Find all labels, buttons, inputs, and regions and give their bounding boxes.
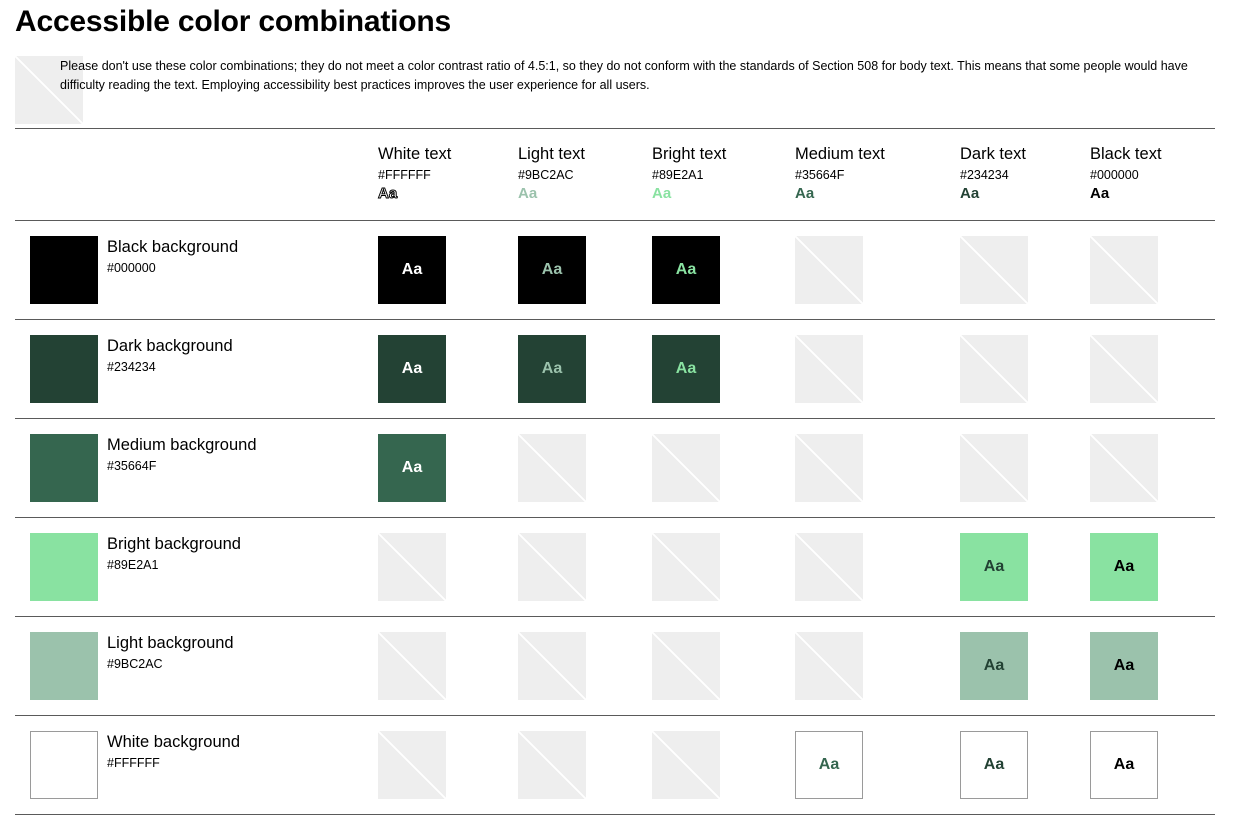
column-header-name: Bright text bbox=[652, 145, 727, 163]
combination-sample: Aa bbox=[795, 731, 863, 799]
column-header-hex: #9BC2AC bbox=[518, 168, 574, 182]
not-accessible-cell bbox=[518, 731, 586, 799]
row-name: Light background bbox=[107, 634, 234, 652]
column-header-sample-text: Aa bbox=[518, 185, 538, 202]
row-hex: #89E2A1 bbox=[107, 558, 159, 572]
column-header-name: Light text bbox=[518, 145, 585, 163]
combination-sample: Aa bbox=[960, 731, 1028, 799]
row-hex: #35664F bbox=[107, 459, 157, 473]
combination-sample: Aa bbox=[518, 335, 586, 403]
column-header-sample-text: Aa bbox=[1090, 185, 1110, 202]
not-accessible-cell bbox=[960, 236, 1028, 304]
combination-sample: Aa bbox=[378, 434, 446, 502]
column-header-black-text: Black text #000000 Aa bbox=[1090, 144, 1162, 203]
column-header-light-text: Light text #9BC2AC Aa bbox=[518, 144, 585, 203]
combination-sample: Aa bbox=[652, 236, 720, 304]
combination-sample: Aa bbox=[518, 236, 586, 304]
not-accessible-cell bbox=[378, 533, 446, 601]
combination-sample: Aa bbox=[960, 632, 1028, 700]
row-divider bbox=[15, 616, 1215, 617]
column-header-sample-text: Aa bbox=[377, 185, 398, 203]
row-divider bbox=[15, 418, 1215, 419]
not-accessible-cell bbox=[652, 533, 720, 601]
background-swatch bbox=[30, 632, 98, 700]
column-header-name: Dark text bbox=[960, 145, 1027, 163]
row-name: Dark background bbox=[107, 337, 233, 355]
column-header-sample-text: Aa bbox=[652, 185, 672, 202]
column-header-hex: #FFFFFF bbox=[378, 168, 431, 182]
row-hex: #9BC2AC bbox=[107, 657, 163, 671]
not-accessible-cell bbox=[795, 632, 863, 700]
not-accessible-cell bbox=[378, 731, 446, 799]
background-swatch bbox=[30, 335, 98, 403]
not-accessible-legend-swatch bbox=[15, 56, 83, 124]
row-divider bbox=[15, 814, 1215, 815]
table-top-divider bbox=[15, 128, 1215, 129]
page-title: Accessible color combinations bbox=[15, 5, 451, 38]
column-header-medium-text: Medium text #35664F Aa bbox=[795, 144, 885, 203]
row-divider bbox=[15, 715, 1215, 716]
background-swatch bbox=[30, 731, 98, 799]
column-header-sample-text: Aa bbox=[960, 185, 980, 202]
row-divider bbox=[15, 319, 1215, 320]
not-accessible-cell bbox=[378, 632, 446, 700]
combination-sample: Aa bbox=[378, 236, 446, 304]
row-name: Medium background bbox=[107, 436, 257, 454]
column-header-hex: #35664F bbox=[795, 168, 845, 182]
column-header-white-text: White text #FFFFFF Aa bbox=[377, 144, 452, 203]
combination-sample: Aa bbox=[1090, 632, 1158, 700]
row-hex: #000000 bbox=[107, 261, 156, 275]
row-name: Bright background bbox=[107, 535, 241, 553]
column-header-hex: #89E2A1 bbox=[652, 168, 704, 182]
combination-sample: Aa bbox=[378, 335, 446, 403]
background-swatch bbox=[30, 533, 98, 601]
column-header-sample-text: Aa bbox=[795, 185, 815, 202]
column-header-dark-text: Dark text #234234 Aa bbox=[960, 144, 1026, 203]
row-hex: #FFFFFF bbox=[107, 756, 160, 770]
not-accessible-cell bbox=[1090, 335, 1158, 403]
not-accessible-cell bbox=[960, 434, 1028, 502]
not-accessible-cell bbox=[795, 236, 863, 304]
row-name: Black background bbox=[107, 238, 239, 256]
row-hex: #234234 bbox=[107, 360, 156, 374]
column-header-hex: #000000 bbox=[1090, 168, 1139, 182]
not-accessible-cell bbox=[795, 434, 863, 502]
row-divider bbox=[15, 517, 1215, 518]
not-accessible-cell bbox=[795, 335, 863, 403]
column-header-bright-text: Bright text #89E2A1 Aa bbox=[652, 144, 726, 203]
contrast-notice-text: Please don't use these color combination… bbox=[60, 59, 1188, 92]
not-accessible-cell bbox=[518, 434, 586, 502]
column-header-name: Black text bbox=[1090, 145, 1162, 163]
column-header-name: White text bbox=[378, 145, 452, 163]
background-swatch bbox=[30, 236, 98, 304]
combination-sample: Aa bbox=[652, 335, 720, 403]
column-header-name: Medium text bbox=[795, 145, 885, 163]
not-accessible-cell bbox=[518, 533, 586, 601]
row-name: White background bbox=[107, 733, 240, 751]
combination-sample: Aa bbox=[960, 533, 1028, 601]
not-accessible-cell bbox=[795, 533, 863, 601]
not-accessible-cell bbox=[652, 434, 720, 502]
not-accessible-cell bbox=[1090, 434, 1158, 502]
background-swatch bbox=[30, 434, 98, 502]
combination-sample: Aa bbox=[1090, 731, 1158, 799]
not-accessible-cell bbox=[1090, 236, 1158, 304]
not-accessible-cell bbox=[960, 335, 1028, 403]
not-accessible-cell bbox=[652, 632, 720, 700]
column-header-hex: #234234 bbox=[960, 168, 1009, 182]
not-accessible-cell bbox=[518, 632, 586, 700]
combination-sample: Aa bbox=[1090, 533, 1158, 601]
table-header-divider bbox=[15, 220, 1215, 221]
not-accessible-cell bbox=[652, 731, 720, 799]
